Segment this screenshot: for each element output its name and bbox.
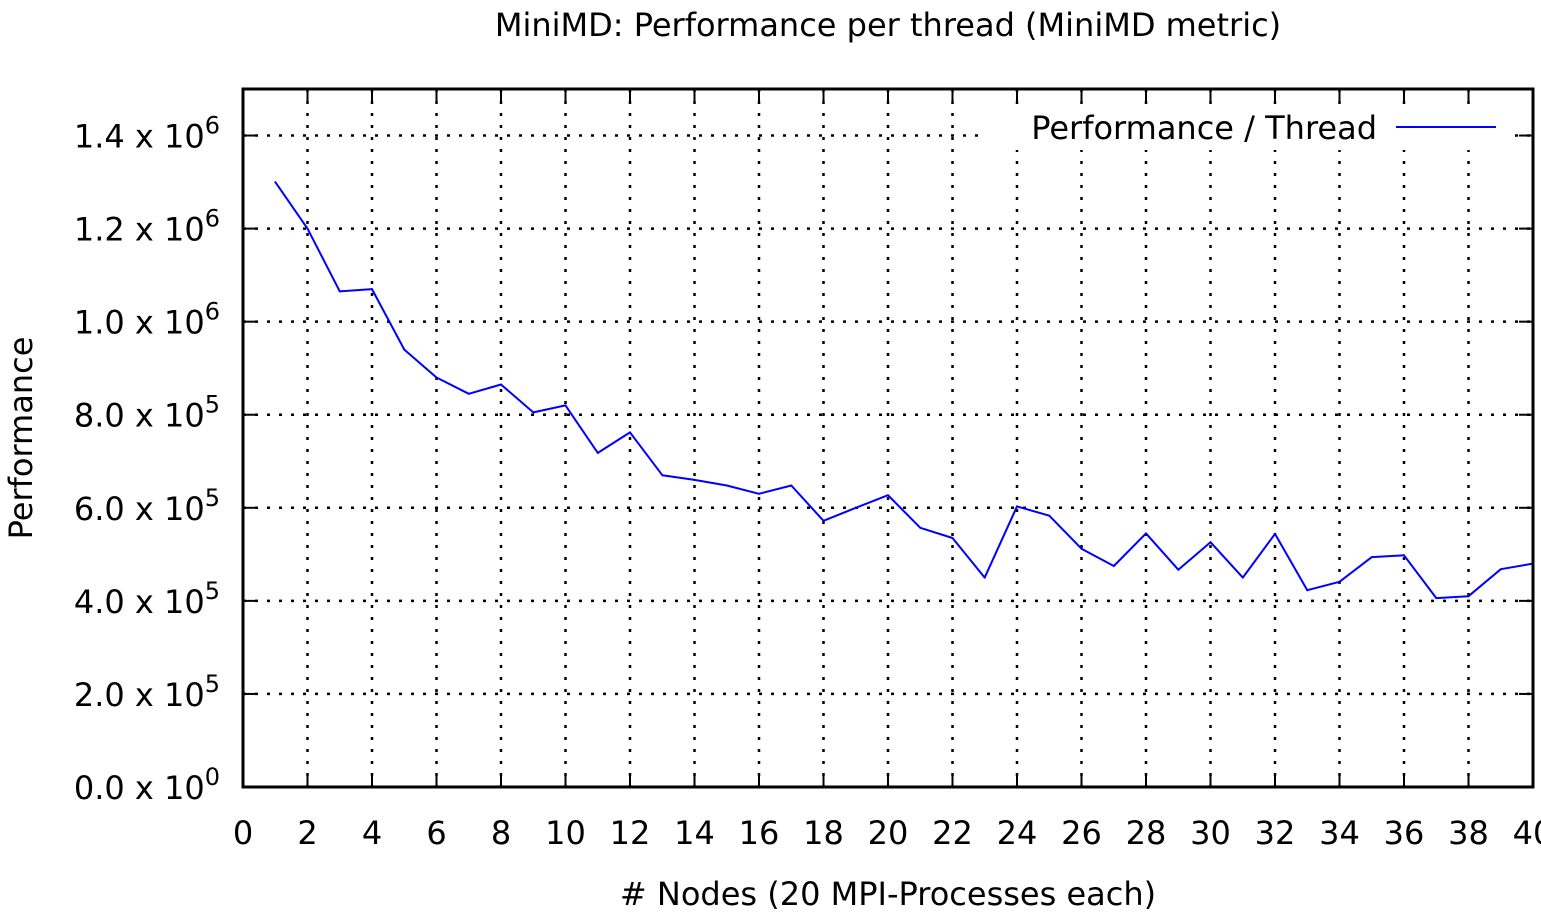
x-tick-label: 14: [674, 814, 715, 852]
data-point: [887, 494, 889, 497]
data-point: [403, 348, 406, 351]
data-point: [629, 431, 631, 434]
data-point: [1177, 568, 1180, 571]
y-axis-ticks: 0.0 x 100 2.0 x 105 4.0 x 105 6.0 x 105 8.0 …: [74, 112, 1533, 807]
data-point: [1435, 597, 1438, 600]
data-point: [661, 474, 664, 477]
data-point: [1274, 532, 1276, 535]
x-tick-label: 4: [362, 814, 382, 852]
data-point: [500, 383, 502, 386]
y-axis-label: Performance: [2, 337, 40, 540]
data-point: [596, 451, 599, 454]
data-point: [564, 404, 567, 407]
data-point: [854, 506, 857, 509]
y-tick-label: 6.0 x 105: [74, 484, 220, 528]
data-point: [983, 576, 986, 579]
x-tick-label: 2: [297, 814, 317, 852]
data-point: [1048, 514, 1051, 517]
x-tick-label: 8: [491, 814, 511, 852]
plot-frame: [241, 87, 1535, 789]
data-point: [1112, 565, 1115, 567]
series-line: [274, 181, 1534, 600]
x-tick-label: 34: [1319, 814, 1360, 852]
data-point: [919, 526, 922, 529]
x-axis-label: # Nodes (20 MPI-Processes each): [620, 875, 1156, 913]
data-point: [1467, 595, 1470, 598]
data-point: [725, 484, 728, 487]
legend: Performance / Thread: [985, 109, 1515, 150]
x-tick-label: 6: [426, 814, 446, 852]
data-point: [1241, 576, 1244, 579]
data-point: [1306, 589, 1309, 592]
data-point: [790, 484, 793, 487]
data-point: [758, 492, 760, 495]
x-tick-label: 36: [1384, 814, 1425, 852]
data-point: [1080, 547, 1083, 550]
data-point: [951, 537, 954, 539]
y-tick-label: 1.2 x 106: [74, 205, 220, 249]
data-point: [1338, 580, 1341, 583]
y-tick-label: 2.0 x 105: [74, 670, 220, 714]
y-tick-label: 0.0 x 100: [74, 763, 220, 807]
legend-label: Performance / Thread: [1031, 109, 1377, 147]
x-tick-label: 16: [739, 814, 780, 852]
data-point: [338, 290, 341, 293]
x-tick-label: 24: [997, 814, 1038, 852]
legend-background: [985, 110, 1515, 150]
x-tick-label: 26: [1061, 814, 1102, 852]
y-tick-label: 4.0 x 105: [74, 577, 220, 621]
data-point: [1499, 568, 1502, 571]
y-tick-label: 1.4 x 106: [74, 112, 220, 156]
x-tick-label: 30: [1190, 814, 1231, 852]
data-point: [1145, 532, 1147, 535]
data-point: [435, 376, 438, 379]
x-tick-label: 12: [610, 814, 651, 852]
data-point: [371, 288, 373, 291]
x-tick-label: 22: [932, 814, 973, 852]
chart-title: MiniMD: Performance per thread (MiniMD m…: [495, 6, 1281, 44]
x-tick-label: 32: [1255, 814, 1296, 852]
y-tick-label: 8.0 x 105: [74, 391, 220, 435]
data-point: [274, 181, 277, 184]
x-tick-label: 10: [545, 814, 586, 852]
grid-lines: [243, 89, 1533, 787]
data-point: [1403, 554, 1405, 557]
data-point: [1370, 556, 1373, 559]
x-tick-label: 28: [1126, 814, 1167, 852]
data-point: [1209, 541, 1212, 544]
data-point: [467, 392, 470, 395]
x-tick-label: 38: [1448, 814, 1489, 852]
x-tick-label: 20: [868, 814, 909, 852]
x-tick-label: 0: [233, 814, 253, 852]
data-point: [306, 227, 309, 230]
x-tick-label: 18: [803, 814, 844, 852]
x-tick-label: 40: [1513, 814, 1541, 852]
series-group: [274, 181, 1534, 600]
data-point: [1016, 505, 1018, 508]
data-point: [822, 519, 825, 522]
data-point: [532, 411, 535, 414]
y-tick-label: 1.0 x 106: [74, 298, 220, 342]
data-point: [693, 478, 696, 481]
